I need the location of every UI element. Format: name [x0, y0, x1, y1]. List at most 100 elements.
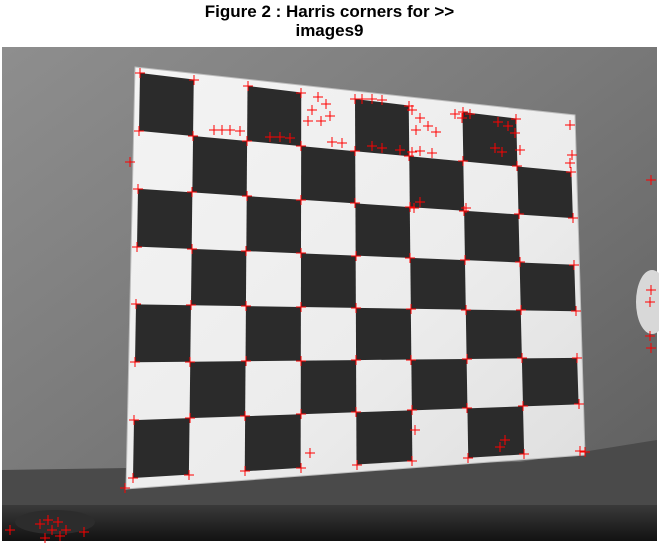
corner-marker: [120, 483, 130, 493]
corner-marker: [225, 125, 235, 135]
corner-marker: [35, 519, 45, 529]
board-square: [135, 304, 191, 363]
corner-marker: [241, 246, 251, 256]
corner-marker: [135, 68, 145, 78]
corner-marker: [495, 442, 505, 452]
corner-marker: [512, 161, 522, 171]
corner-marker: [133, 184, 143, 194]
corner-marker: [415, 197, 425, 207]
corner-marker: [571, 306, 581, 316]
corner-marker: [125, 157, 135, 167]
corner-marker: [503, 121, 513, 131]
board-square: [467, 406, 525, 458]
corner-marker: [351, 355, 361, 365]
figure-title-line-2: images9: [295, 21, 364, 40]
corner-marker: [241, 301, 251, 311]
bottom-dark-region: [2, 505, 657, 541]
corner-marker: [497, 147, 507, 157]
corner-marker: [463, 453, 473, 463]
corner-marker: [275, 132, 285, 142]
corner-marker: [574, 399, 584, 409]
corner-marker: [500, 435, 510, 445]
corner-marker: [313, 92, 323, 102]
corner-marker: [242, 191, 252, 201]
corner-marker: [646, 343, 656, 353]
board-square: [521, 357, 579, 407]
corner-marker: [427, 148, 437, 158]
corner-marker: [296, 88, 306, 98]
corner-marker: [296, 141, 306, 151]
corner-marker: [407, 456, 417, 466]
board-square: [300, 360, 357, 415]
checkerboard: [133, 73, 579, 478]
corner-marker: [321, 99, 331, 109]
corner-marker: [580, 447, 590, 457]
board-square: [244, 414, 301, 472]
corner-marker: [187, 187, 197, 197]
corner-marker: [568, 213, 578, 223]
corner-marker: [646, 285, 656, 295]
board-square: [190, 248, 247, 307]
corner-marker: [134, 126, 144, 136]
corner-marker: [351, 251, 361, 261]
corner-marker: [646, 175, 656, 185]
corner-marker: [40, 533, 50, 543]
board-square: [411, 358, 468, 411]
corner-marker: [5, 525, 15, 535]
board-square: [133, 418, 190, 478]
corner-marker: [461, 203, 471, 213]
corner-marker: [186, 300, 196, 310]
corner-marker: [79, 527, 89, 537]
corner-marker: [241, 356, 251, 366]
corner-marker: [405, 202, 415, 212]
corner-marker: [296, 248, 306, 258]
corner-marker: [296, 356, 306, 366]
corner-marker: [510, 128, 520, 138]
corner-marker: [53, 517, 63, 527]
board-square: [137, 188, 193, 249]
corner-marker: [462, 403, 472, 413]
corner-marker: [411, 125, 421, 135]
corner-marker: [296, 463, 306, 473]
corner-marker: [460, 255, 470, 265]
corner-marker: [61, 525, 71, 535]
corner-marker: [458, 107, 468, 117]
corner-marker: [409, 203, 419, 213]
corner-marker: [188, 131, 198, 141]
corner-marker: [296, 409, 306, 419]
corner-marker: [566, 167, 576, 177]
corner-marker: [265, 132, 275, 142]
corner-marker: [493, 117, 503, 127]
figure-title: Figure 2 : Harris corners for >> images9: [0, 2, 659, 40]
board-square: [189, 361, 246, 419]
corner-marker: [519, 449, 529, 459]
corner-marker: [515, 257, 525, 267]
corner-marker: [377, 95, 387, 105]
corner-marker: [352, 460, 362, 470]
corner-marker: [367, 141, 377, 151]
corner-marker: [47, 525, 57, 535]
board-square: [139, 73, 194, 136]
corner-marker: [357, 94, 367, 104]
corner-marker: [407, 105, 417, 115]
corner-marker: [465, 109, 475, 119]
corner-marker: [406, 304, 416, 314]
corner-marker: [131, 299, 141, 309]
corner-marker: [55, 531, 65, 541]
corner-marker: [296, 302, 306, 312]
corner-marker: [240, 411, 250, 421]
corner-marker: [407, 405, 417, 415]
corner-marker: [187, 244, 197, 254]
board-square: [410, 257, 466, 310]
corner-marker: [645, 331, 655, 341]
corner-marker: [185, 357, 195, 367]
corner-marker: [462, 354, 472, 364]
board-square: [356, 410, 413, 465]
corner-marker: [305, 448, 315, 458]
corner-marker: [575, 446, 585, 456]
corner-marker: [431, 127, 441, 137]
corner-marker: [130, 357, 140, 367]
board-square: [465, 309, 522, 359]
board-square: [245, 306, 301, 362]
